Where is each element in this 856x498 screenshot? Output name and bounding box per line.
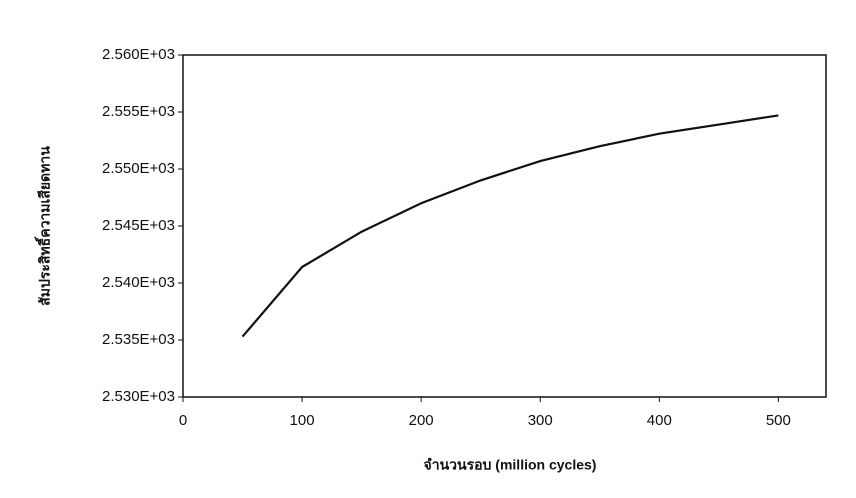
x-tick-label: 0 <box>179 412 187 429</box>
y-tick-label: 2.550E+03 <box>102 160 175 177</box>
x-tick-label: 100 <box>290 412 315 429</box>
y-tick-label: 2.535E+03 <box>102 331 175 348</box>
data-line <box>241 114 779 338</box>
x-tick-label: 400 <box>647 412 672 429</box>
x-axis-label: จำนวนรอบ (million cycles) <box>424 457 597 473</box>
x-tick-label: 500 <box>766 412 791 429</box>
y-tick-label: 2.540E+03 <box>102 274 175 291</box>
y-tick-label: 2.545E+03 <box>102 217 175 234</box>
y-tick-label: 2.560E+03 <box>102 46 175 63</box>
x-tick-label: 200 <box>409 412 434 429</box>
y-tick-label: 2.555E+03 <box>102 103 175 120</box>
x-tick-label: 300 <box>528 412 553 429</box>
y-tick-label: 2.530E+03 <box>102 388 175 405</box>
y-axis-label: สัมประสิทธิ์ความเสียดทาน <box>34 146 53 306</box>
